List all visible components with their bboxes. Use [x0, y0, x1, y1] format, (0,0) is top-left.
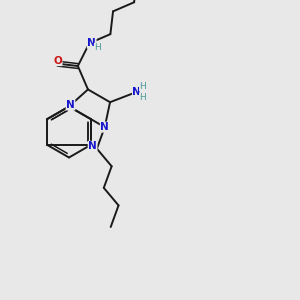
Text: H: H — [140, 82, 146, 91]
Text: H: H — [140, 93, 146, 102]
Text: N: N — [66, 100, 75, 110]
Text: N: N — [88, 141, 97, 151]
Text: N: N — [100, 122, 109, 132]
Text: N: N — [133, 86, 141, 97]
Text: N: N — [87, 38, 96, 48]
Text: O: O — [53, 56, 62, 66]
Text: H: H — [94, 43, 101, 52]
